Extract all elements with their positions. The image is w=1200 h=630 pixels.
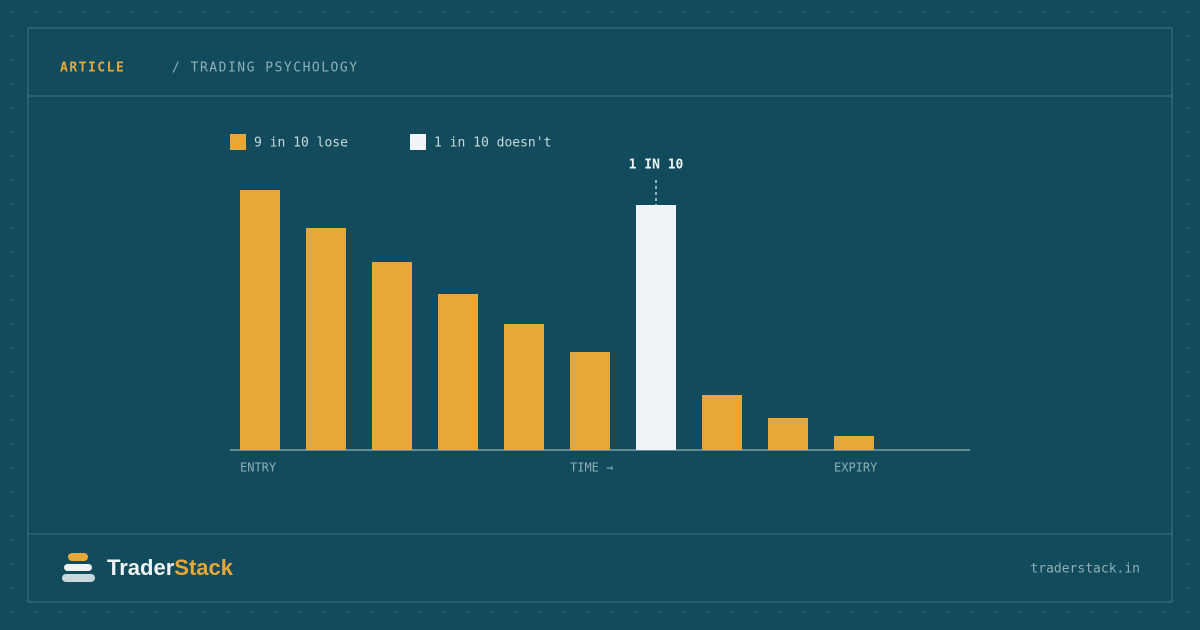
bar: [768, 418, 808, 450]
bar: [372, 262, 412, 450]
x-tick-label: TIME →: [570, 461, 613, 475]
logo-icon: [62, 553, 95, 582]
brand: TraderStack: [107, 555, 234, 580]
logo-bar: [62, 574, 95, 582]
bar: [636, 205, 676, 450]
card: [27, 27, 1173, 603]
site-url: traderstack.in: [1030, 562, 1140, 577]
bar: [570, 352, 610, 450]
legend-swatch: [410, 134, 426, 150]
bar: [306, 228, 346, 450]
x-tick-label: EXPIRY: [834, 461, 878, 475]
x-tick-label: ENTRY: [240, 461, 277, 475]
logo-bar: [64, 564, 92, 571]
legend-label: 1 in 10 doesn't: [434, 136, 551, 151]
article-label: ARTICLE: [60, 61, 125, 76]
bar: [504, 324, 544, 450]
bar: [702, 395, 742, 450]
legend-swatch: [230, 134, 246, 150]
bar: [834, 436, 874, 450]
bar: [240, 190, 280, 450]
logo-bar: [68, 553, 88, 561]
brand-second: Stack: [174, 555, 233, 580]
annotation-label: 1 IN 10: [629, 158, 684, 173]
section-label: / TRADING PSYCHOLOGY: [172, 61, 359, 76]
bar: [438, 294, 478, 450]
brand-first: Trader: [107, 555, 175, 580]
legend-label: 9 in 10 lose: [254, 136, 348, 151]
